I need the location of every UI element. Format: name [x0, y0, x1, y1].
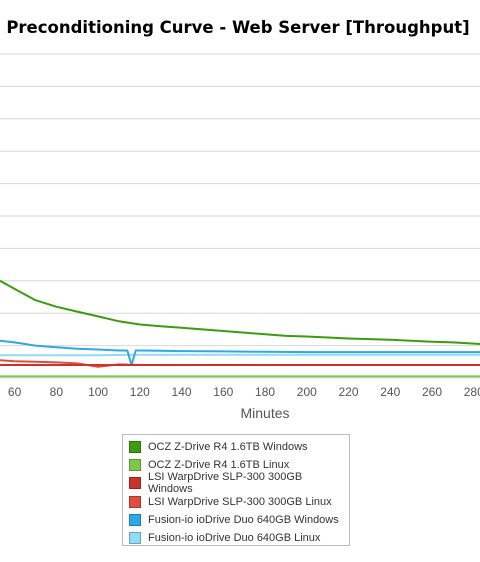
series-line [0, 353, 480, 357]
legend-swatch [129, 441, 141, 454]
x-tick-label: 180 [255, 385, 275, 399]
legend-swatch [129, 477, 141, 490]
x-tick-label: 60 [8, 385, 22, 399]
legend-swatch [129, 459, 141, 472]
chart-title: Preconditioning Curve - Web Server [Thro… [6, 18, 470, 37]
x-tick-label: 120 [130, 385, 150, 399]
x-tick-label: 80 [50, 385, 64, 399]
legend-item: LSI WarpDrive SLP-300 300GB Linux [123, 493, 349, 511]
x-tick-label: 240 [380, 385, 400, 399]
x-tick-label: 160 [213, 385, 233, 399]
x-tick-label: 100 [88, 385, 108, 399]
x-axis-ticks: 60 80 100 120 140 160 180 200 220 240 260 280 [8, 385, 480, 399]
legend-item: OCZ Z-Drive R4 1.6TB Linux [123, 456, 349, 474]
series-line [0, 339, 480, 366]
x-tick-label: 140 [172, 385, 192, 399]
legend-item: Fusion-io ioDrive Duo 640GB Windows [123, 511, 349, 529]
legend-label: LSI WarpDrive SLP-300 300GB Linux [148, 495, 332, 508]
legend-label: Fusion-io ioDrive Duo 640GB Windows [148, 513, 339, 526]
x-tick-label: 280 [464, 385, 480, 399]
series-lines [0, 279, 480, 378]
legend-item: Fusion-io ioDrive Duo 640GB Linux [123, 529, 349, 547]
legend-swatch [129, 513, 141, 526]
legend-label: OCZ Z-Drive R4 1.6TB Windows [148, 441, 308, 454]
legend-item: OCZ Z-Drive R4 1.6TB Windows [123, 438, 349, 456]
x-tick-label: 220 [339, 385, 359, 399]
legend-swatch [129, 532, 141, 545]
legend-item: LSI WarpDrive SLP-300 300GB Windows [123, 471, 349, 496]
legend-label: LSI WarpDrive SLP-300 300GB Windows [147, 471, 303, 496]
legend-label: Fusion-io ioDrive Duo 640GB Linux [148, 532, 321, 545]
x-axis-label: Minutes [240, 405, 289, 420]
x-tick-label: 200 [297, 385, 317, 399]
x-tick-label: 260 [422, 385, 442, 399]
legend: OCZ Z-Drive R4 1.6TB Windows OCZ Z-Drive … [122, 434, 350, 546]
gridlines [0, 53, 480, 379]
series-line [0, 279, 480, 345]
legend-swatch [129, 495, 141, 508]
line-chart: 60 80 100 120 140 160 180 200 220 240 260 280 Minut… [0, 53, 480, 420]
legend-label: OCZ Z-Drive R4 1.6TB Linux [148, 459, 290, 472]
